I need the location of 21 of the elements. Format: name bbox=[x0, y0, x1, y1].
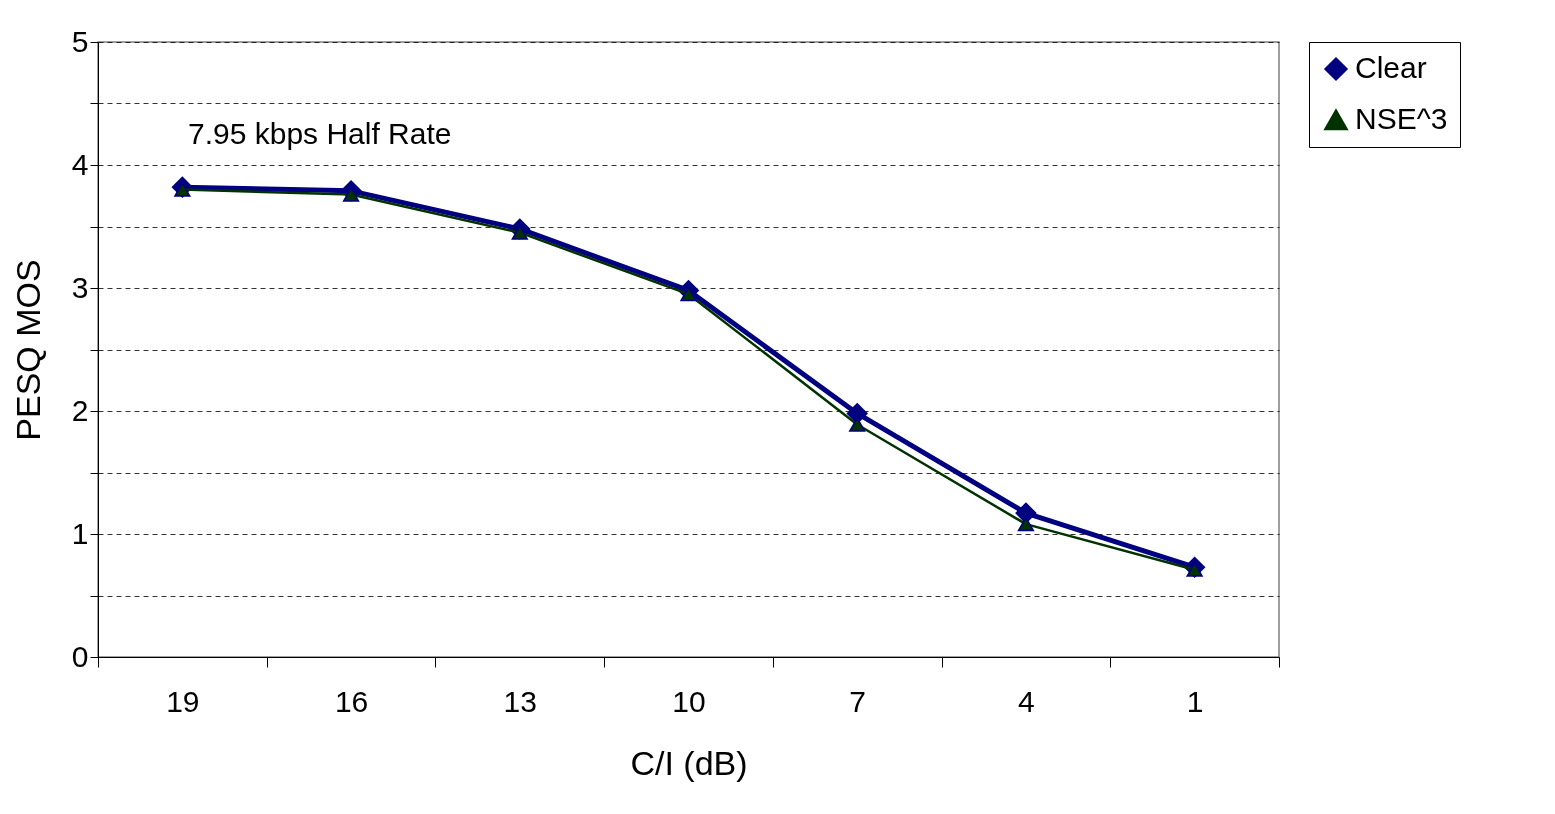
x-tick-label: 19 bbox=[166, 684, 200, 718]
x-tick-label: 7 bbox=[849, 684, 867, 718]
legend-label: NSE^3 bbox=[1355, 102, 1448, 135]
point bbox=[342, 187, 360, 202]
annotation: 7.95 kbps Half Rate bbox=[188, 117, 452, 150]
point bbox=[846, 402, 868, 424]
x-tick-label: 4 bbox=[1018, 684, 1035, 718]
y-tick-label: 1 bbox=[71, 516, 89, 550]
y-axis-title: PESQ MOS bbox=[8, 259, 47, 441]
x-tick-label: 1 bbox=[1186, 684, 1204, 718]
legend-label: Clear bbox=[1355, 51, 1427, 84]
y-tick-label: 4 bbox=[71, 147, 89, 181]
y-tick-label: 5 bbox=[71, 24, 89, 58]
y-tick-label: 2 bbox=[71, 393, 89, 427]
point bbox=[849, 417, 866, 432]
y-tick-label: 3 bbox=[71, 270, 89, 304]
x-axis-title: C/I (dB) bbox=[630, 743, 748, 782]
y-tick-label: 0 bbox=[71, 639, 89, 673]
x-tick-label: 16 bbox=[334, 684, 369, 718]
x-tick-label: 10 bbox=[672, 684, 706, 718]
x-tick-label: 13 bbox=[503, 684, 537, 718]
